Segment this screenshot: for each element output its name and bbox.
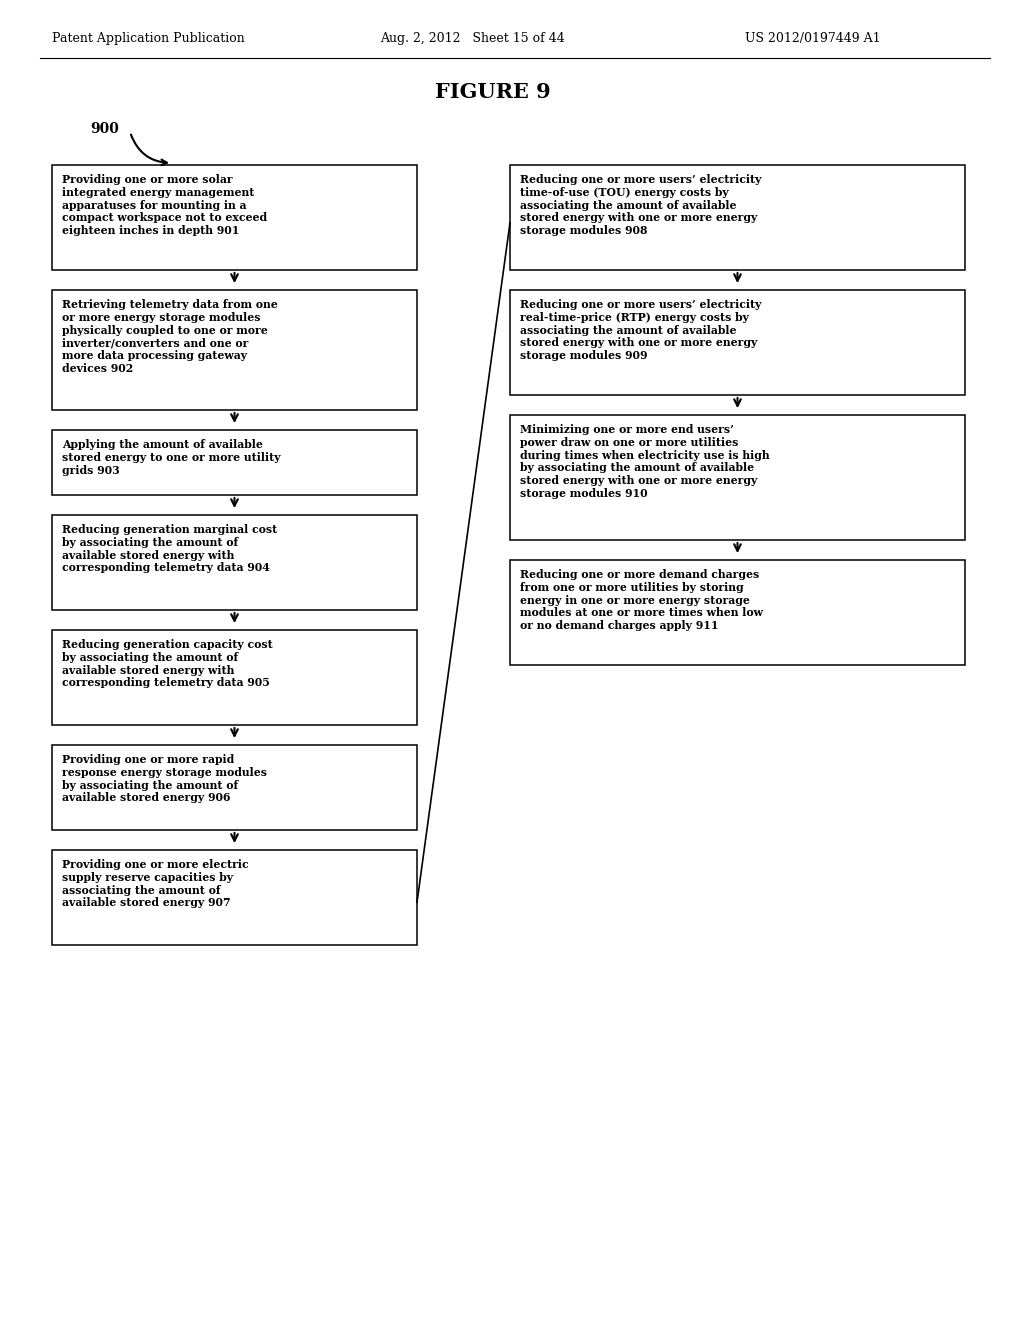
FancyBboxPatch shape — [510, 290, 965, 395]
FancyBboxPatch shape — [52, 744, 417, 830]
Text: Reducing one or more users’ electricity
time-of-use (TOU) energy costs by
associ: Reducing one or more users’ electricity … — [520, 174, 762, 236]
Text: Patent Application Publication: Patent Application Publication — [52, 32, 245, 45]
FancyBboxPatch shape — [52, 290, 417, 411]
Text: Reducing generation marginal cost
by associating the amount of
available stored : Reducing generation marginal cost by ass… — [62, 524, 278, 573]
FancyBboxPatch shape — [510, 165, 965, 271]
Text: Providing one or more solar
integrated energy management
apparatuses for mountin: Providing one or more solar integrated e… — [62, 174, 267, 236]
FancyBboxPatch shape — [510, 414, 965, 540]
FancyBboxPatch shape — [510, 560, 965, 665]
Text: US 2012/0197449 A1: US 2012/0197449 A1 — [745, 32, 881, 45]
Text: Aug. 2, 2012   Sheet 15 of 44: Aug. 2, 2012 Sheet 15 of 44 — [380, 32, 565, 45]
Text: Minimizing one or more end users’
power draw on one or more utilities
during tim: Minimizing one or more end users’ power … — [520, 424, 770, 499]
Text: Applying the amount of available
stored energy to one or more utility
grids 903: Applying the amount of available stored … — [62, 440, 281, 475]
Text: 900: 900 — [90, 121, 119, 136]
FancyBboxPatch shape — [52, 430, 417, 495]
Text: Retrieving telemetry data from one
or more energy storage modules
physically cou: Retrieving telemetry data from one or mo… — [62, 300, 278, 374]
FancyBboxPatch shape — [52, 850, 417, 945]
Text: Reducing one or more users’ electricity
real-time-price (RTP) energy costs by
as: Reducing one or more users’ electricity … — [520, 300, 762, 362]
Text: Reducing one or more demand charges
from one or more utilities by storing
energy: Reducing one or more demand charges from… — [520, 569, 763, 631]
Text: Providing one or more rapid
response energy storage modules
by associating the a: Providing one or more rapid response ene… — [62, 754, 267, 804]
FancyBboxPatch shape — [52, 630, 417, 725]
Text: FIGURE 9: FIGURE 9 — [435, 82, 551, 102]
FancyBboxPatch shape — [52, 515, 417, 610]
Text: Providing one or more electric
supply reserve capacities by
associating the amou: Providing one or more electric supply re… — [62, 859, 249, 908]
Text: Reducing generation capacity cost
by associating the amount of
available stored : Reducing generation capacity cost by ass… — [62, 639, 272, 689]
FancyBboxPatch shape — [52, 165, 417, 271]
